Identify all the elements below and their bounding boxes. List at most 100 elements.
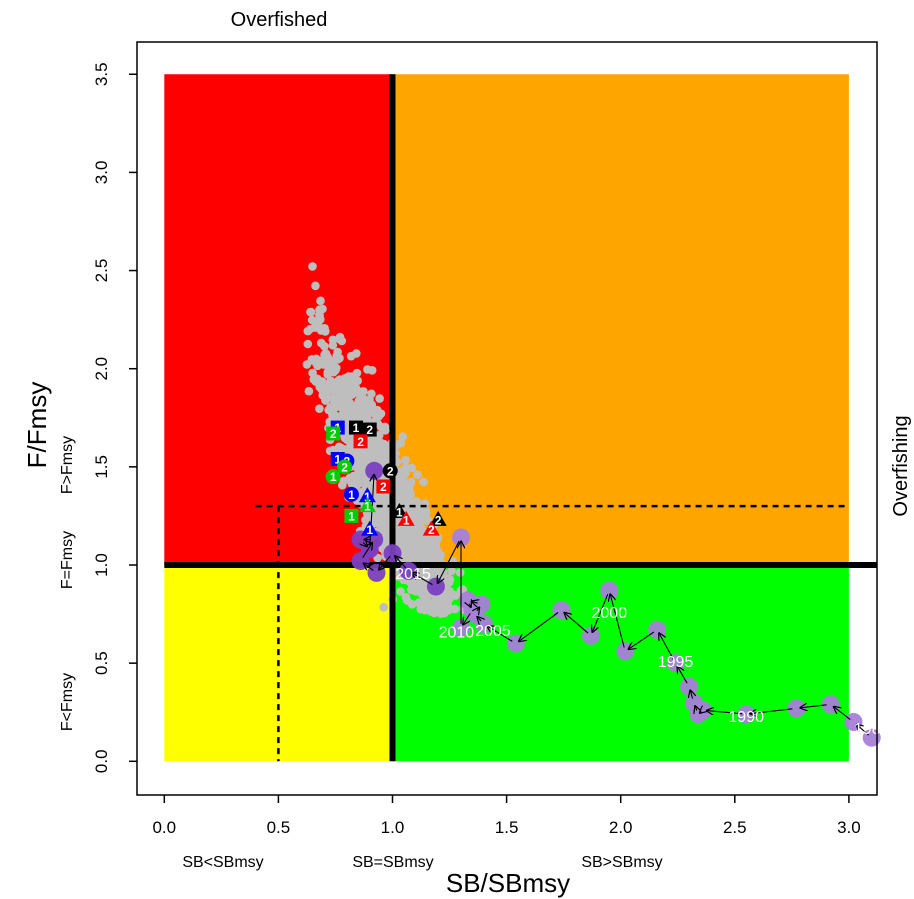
overfishing-label: Overfishing (890, 415, 912, 516)
trajectory-point (648, 621, 666, 639)
trajectory-point (463, 601, 481, 619)
x-region-at: SB=SBmsy (352, 854, 433, 871)
x-tick-label: 2.0 (609, 818, 633, 837)
projection-label: 1 (348, 509, 355, 523)
cloud-point (359, 406, 368, 415)
year-label: 2005 (475, 623, 511, 640)
cloud-point (314, 321, 323, 330)
cloud-point (396, 439, 405, 448)
cloud-point (318, 391, 327, 400)
projection-label: 2 (357, 435, 364, 449)
cloud-point (330, 412, 339, 421)
status-quadrants (164, 74, 849, 761)
cloud-point (344, 379, 353, 388)
cloud-point (431, 542, 440, 551)
projection-label: 1 (403, 513, 410, 527)
cloud-point (375, 394, 384, 403)
projection-label: 1 (364, 500, 371, 514)
y-tick-label: 1.5 (92, 455, 111, 479)
cloud-point (329, 368, 338, 377)
projection-label: 2 (435, 513, 442, 527)
y-tick-label: 3.0 (92, 161, 111, 185)
x-tick-label: 1.0 (381, 818, 405, 837)
x-region-below: SB<SBmsy (182, 854, 263, 871)
x-axis-ticks: 0.0 0.5 1.0 1.5 2.0 2.5 3.0 (152, 795, 860, 837)
trajectory-point (552, 601, 570, 619)
cloud-point (320, 350, 329, 359)
cloud-point (305, 387, 314, 396)
cloud-point (420, 538, 429, 547)
cloud-point (335, 354, 344, 363)
cloud-point (456, 568, 465, 577)
y-axis-title: F/Fmsy (22, 382, 52, 469)
year-label: 1990 (728, 709, 764, 726)
cloud-point (412, 587, 421, 596)
projection-label: 1 (366, 523, 373, 537)
trajectory-point (616, 642, 634, 660)
year-label: 2000 (592, 605, 628, 622)
cloud-point (335, 381, 344, 390)
cloud-point (352, 376, 361, 385)
year-label: 1995 (658, 654, 694, 671)
x-region-above: SB>SBmsy (581, 854, 662, 871)
cloud-point (376, 440, 385, 449)
cloud-point (413, 470, 422, 479)
cloud-point (410, 534, 419, 543)
projection-label: 1 (330, 470, 337, 484)
y-region-above: F>Fmsy (59, 436, 76, 494)
cloud-point (308, 262, 317, 271)
cloud-point (437, 609, 446, 618)
y-tick-label: 0.5 (92, 651, 111, 675)
cloud-point (306, 308, 315, 317)
year-label: 1985 (854, 721, 890, 738)
y-region-at: F=Fmsy (59, 531, 76, 589)
cloud-point (363, 453, 372, 462)
cloud-point (340, 477, 349, 486)
projection-label: 2 (428, 523, 435, 537)
cloud-point (419, 478, 428, 487)
projection-label: 2 (341, 460, 348, 474)
cloud-point (427, 602, 436, 611)
cloud-point (381, 423, 390, 432)
x-tick-label: 1.5 (495, 818, 519, 837)
projection-label: 1 (353, 421, 360, 435)
cloud-point (349, 472, 358, 481)
x-tick-label: 2.5 (723, 818, 747, 837)
cloud-point (319, 360, 328, 369)
cloud-point (304, 327, 313, 336)
y-tick-label: 0.0 (92, 749, 111, 773)
cloud-point (371, 411, 380, 420)
y-tick-label: 3.5 (92, 62, 111, 86)
trajectory-point (368, 564, 386, 582)
y-region-below: F<Fmsy (59, 673, 76, 731)
trajectory-point (680, 678, 698, 696)
cloud-point (303, 360, 312, 369)
cloud-point (327, 378, 336, 387)
cloud-point (315, 404, 324, 413)
cloud-point (347, 352, 356, 361)
cloud-point (353, 369, 362, 378)
trajectory-point (600, 582, 618, 600)
cloud-point (316, 381, 325, 390)
cloud-point (401, 456, 410, 465)
y-tick-label: 2.5 (92, 259, 111, 283)
cloud-point (316, 297, 325, 306)
y-axis-ticks: 0.0 0.5 1.0 1.5 2.0 2.5 3.0 3.5 (92, 62, 137, 773)
cloud-point (445, 594, 454, 603)
overfished-label: Overfished (231, 9, 328, 31)
cloud-point (408, 600, 417, 609)
cloud-point (320, 342, 329, 351)
x-tick-label: 0.0 (152, 818, 176, 837)
cloud-point (402, 593, 411, 602)
trajectory-point (787, 699, 805, 717)
quadrant-overfishing (393, 74, 849, 565)
cloud-point (304, 340, 313, 349)
x-axis-title: SB/SBmsy (446, 868, 570, 898)
projection-label: 2 (380, 480, 387, 494)
year-label: 2010 (439, 625, 475, 642)
cloud-point (365, 396, 374, 405)
projection-label: 2 (330, 427, 337, 441)
x-tick-label: 0.5 (267, 818, 291, 837)
cloud-point (445, 604, 454, 613)
trajectory-point (582, 627, 600, 645)
